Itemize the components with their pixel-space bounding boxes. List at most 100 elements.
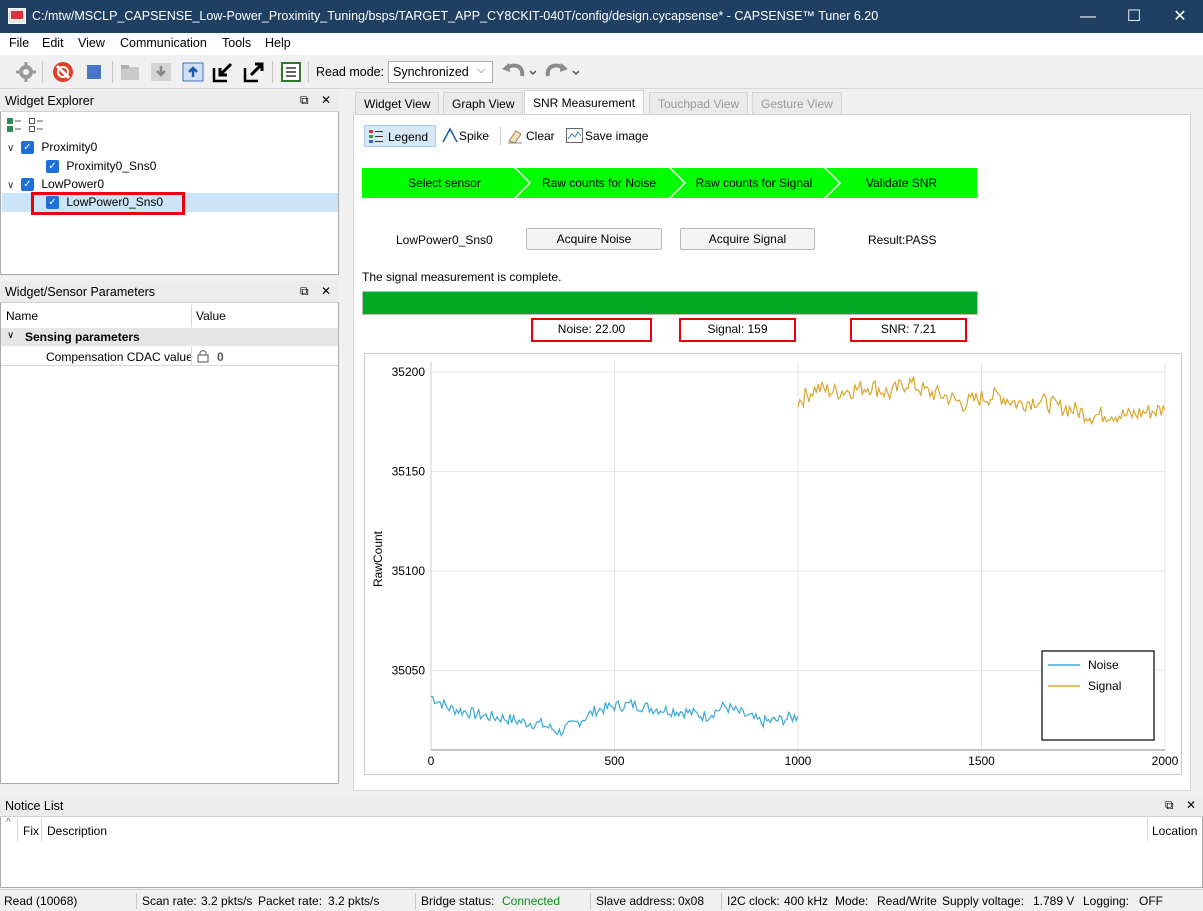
params-header: Widget/Sensor Parameters ⧉ ✕ xyxy=(0,281,339,303)
read-mode-select[interactable]: Synchronized ⌵ xyxy=(388,61,493,83)
step-noise-shape xyxy=(516,168,684,198)
step-raw-signal: Raw counts for Signal xyxy=(695,176,813,190)
clear-label: Clear xyxy=(526,129,555,143)
param-value: 0 xyxy=(217,350,224,364)
read-mode-value: Synchronized xyxy=(393,65,469,79)
widget-explorer-header: Widget Explorer ⧉ ✕ xyxy=(0,90,339,112)
selected-row-highlight xyxy=(2,193,338,212)
progress-fill xyxy=(363,292,977,314)
menu-communication[interactable]: Communication xyxy=(120,36,207,50)
fix-column-header[interactable]: Fix xyxy=(23,824,39,838)
window-title: C:/mtw/MSCLP_CAPSENSE_Low-Power_Proximit… xyxy=(32,9,879,23)
step-signal-shape xyxy=(671,168,839,198)
param-row[interactable]: Compensation CDAC value 0 xyxy=(1,347,338,366)
notice-list-title: Notice List xyxy=(5,799,64,813)
tree-item-lowpower0-sns0[interactable]: ✓ LowPower0_Sns0 xyxy=(46,195,163,213)
noise-value-box: Noise: 22.00 xyxy=(531,318,652,342)
menu-edit[interactable]: Edit xyxy=(42,36,64,50)
close-icon[interactable]: ✕ xyxy=(321,284,332,298)
acquire-noise-button[interactable]: Acquire Noise xyxy=(526,228,662,250)
chevron-down-icon[interactable]: ∨ xyxy=(7,143,15,154)
y-tick-label: 35200 xyxy=(392,365,426,379)
mode-label: Mode: xyxy=(835,894,869,908)
tab-graph-view[interactable]: Graph View xyxy=(443,92,524,114)
open-file-icon[interactable] xyxy=(118,60,142,84)
logging-value: OFF xyxy=(1139,894,1163,908)
tab-gesture-view[interactable]: Gesture View xyxy=(752,92,842,114)
tree-item-label: LowPower0_Sns0 xyxy=(66,195,164,209)
app-icon xyxy=(8,8,26,24)
check-all-icon[interactable] xyxy=(7,118,21,132)
tree-item-lowpower0[interactable]: ∨ ✓ LowPower0 xyxy=(7,177,104,195)
supply-voltage-label: Supply voltage: xyxy=(942,894,1025,908)
i2c-clock-value: 400 kHz xyxy=(784,894,829,908)
tree-item-proximity0-sns0[interactable]: ✓ Proximity0_Sns0 xyxy=(46,159,156,177)
legend-label: Legend xyxy=(388,130,429,144)
param-name: Compensation CDAC value xyxy=(46,350,193,364)
tree-item-proximity0[interactable]: ∨ ✓ Proximity0 xyxy=(7,140,97,158)
checkbox-checked-icon[interactable]: ✓ xyxy=(21,178,34,192)
bridge-status-value: Connected xyxy=(502,894,561,908)
redo-icon[interactable] xyxy=(543,60,580,84)
export-icon[interactable] xyxy=(242,60,266,84)
toolbar: Read mode: Synchronized ⌵ xyxy=(0,55,1203,89)
float-icon[interactable]: ⧉ xyxy=(1165,798,1174,812)
import-icon[interactable] xyxy=(211,60,235,84)
menu-bar: File Edit View Communication Tools Help xyxy=(0,33,1203,55)
close-icon[interactable]: ✕ xyxy=(321,93,332,107)
spike-button[interactable]: Spike xyxy=(442,125,500,147)
menu-view[interactable]: View xyxy=(78,36,105,50)
menu-help[interactable]: Help xyxy=(265,36,291,50)
description-column-header[interactable]: Description xyxy=(47,824,108,838)
gear-icon[interactable] xyxy=(14,60,38,84)
checkbox-checked-icon[interactable]: ✓ xyxy=(46,196,59,210)
checkbox-checked-icon[interactable]: ✓ xyxy=(21,141,34,155)
x-tick-label: 1000 xyxy=(785,754,812,768)
save-image-button[interactable]: Save image xyxy=(566,125,656,147)
float-icon[interactable]: ⧉ xyxy=(300,284,309,298)
result-label: Result:PASS xyxy=(868,233,937,247)
chevron-down-icon[interactable]: ∨ xyxy=(7,330,15,341)
legend-label-noise: Noise xyxy=(1088,658,1119,672)
tree-item-label: Proximity0 xyxy=(41,140,98,154)
tab-touchpad-view[interactable]: Touchpad View xyxy=(649,92,749,114)
minimize-button[interactable]: — xyxy=(1080,8,1096,25)
undo-icon[interactable] xyxy=(500,60,537,84)
close-button[interactable]: ✕ xyxy=(1173,8,1187,25)
location-column-header[interactable]: Location xyxy=(1152,824,1198,838)
col-name-header: Name xyxy=(6,309,39,323)
widget-explorer-title: Widget Explorer xyxy=(5,94,94,108)
group-row[interactable]: ∨ Sensing parameters xyxy=(1,328,338,346)
disconnect-icon[interactable] xyxy=(51,60,75,84)
x-tick-label: 0 xyxy=(428,754,435,768)
eraser-icon xyxy=(507,128,523,147)
acquire-signal-button[interactable]: Acquire Signal xyxy=(680,228,815,250)
download-icon[interactable] xyxy=(149,60,173,84)
bridge-status-label: Bridge status: xyxy=(421,894,495,908)
raw-count-chart[interactable]: 0 500 1000 1500 2000 35050 35100 35150 35200 RawC… xyxy=(364,353,1182,775)
log-icon[interactable] xyxy=(279,60,303,84)
uncheck-all-icon[interactable] xyxy=(29,118,43,132)
progress-bar xyxy=(362,291,978,315)
clear-button[interactable]: Clear xyxy=(507,125,562,147)
checkbox-checked-icon[interactable]: ✓ xyxy=(46,160,59,174)
step-select-sensor-shape xyxy=(362,168,529,198)
menu-tools[interactable]: Tools xyxy=(222,36,252,50)
save-image-icon xyxy=(566,128,583,146)
status-bar: Read (10068) Scan rate: 3.2 pkts/s Packe… xyxy=(0,889,1203,911)
supply-voltage-value: 1.789 V xyxy=(1033,894,1075,908)
y-tick-label: 35100 xyxy=(392,564,426,578)
stop-icon[interactable] xyxy=(82,60,106,84)
tab-snr-measurement[interactable]: SNR Measurement xyxy=(524,90,645,115)
chevron-down-icon[interactable]: ∨ xyxy=(7,180,15,191)
logging-label: Logging: xyxy=(1083,894,1130,908)
menu-file[interactable]: File xyxy=(9,36,30,50)
float-icon[interactable]: ⧉ xyxy=(300,93,309,107)
upload-icon[interactable] xyxy=(181,60,205,84)
legend-button[interactable]: Legend xyxy=(364,125,436,147)
y-tick-label: 35150 xyxy=(392,464,426,478)
step-raw-noise: Raw counts for Noise xyxy=(541,176,657,190)
tab-widget-view[interactable]: Widget View xyxy=(355,92,440,114)
maximize-button[interactable]: ☐ xyxy=(1126,8,1142,25)
close-icon[interactable]: ✕ xyxy=(1186,798,1197,812)
